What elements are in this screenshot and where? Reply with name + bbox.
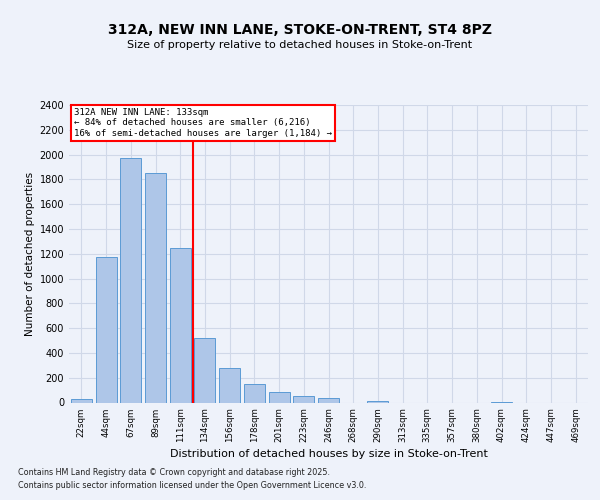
- Text: 312A NEW INN LANE: 133sqm
← 84% of detached houses are smaller (6,216)
16% of se: 312A NEW INN LANE: 133sqm ← 84% of detac…: [74, 108, 332, 138]
- Bar: [194, 338, 215, 402]
- Bar: [269, 392, 290, 402]
- Y-axis label: Number of detached properties: Number of detached properties: [25, 172, 35, 336]
- Text: Contains public sector information licensed under the Open Government Licence v3: Contains public sector information licen…: [18, 480, 367, 490]
- Bar: [219, 368, 240, 402]
- Bar: [170, 248, 191, 402]
- Text: Size of property relative to detached houses in Stoke-on-Trent: Size of property relative to detached ho…: [127, 40, 473, 50]
- Text: Contains HM Land Registry data © Crown copyright and database right 2025.: Contains HM Land Registry data © Crown c…: [18, 468, 330, 477]
- Bar: [145, 172, 166, 402]
- Bar: [318, 398, 339, 402]
- Bar: [71, 399, 92, 402]
- Bar: [293, 396, 314, 402]
- Bar: [95, 258, 116, 402]
- X-axis label: Distribution of detached houses by size in Stoke-on-Trent: Distribution of detached houses by size …: [170, 449, 487, 459]
- Text: 312A, NEW INN LANE, STOKE-ON-TRENT, ST4 8PZ: 312A, NEW INN LANE, STOKE-ON-TRENT, ST4 …: [108, 22, 492, 36]
- Bar: [367, 400, 388, 402]
- Bar: [120, 158, 141, 402]
- Bar: [244, 384, 265, 402]
